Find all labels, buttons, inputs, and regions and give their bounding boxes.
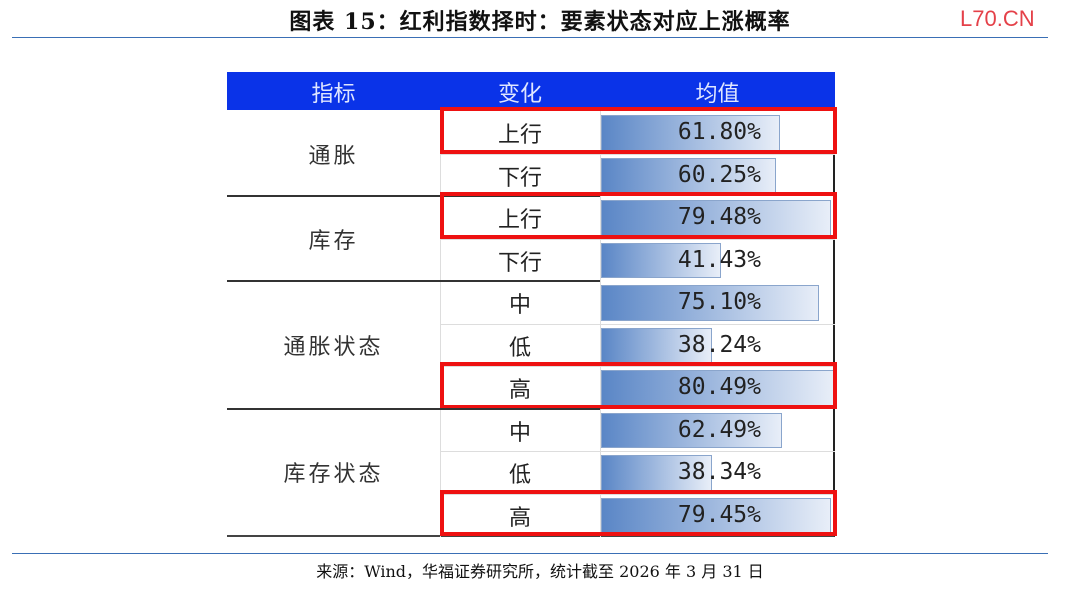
group-label: 库存 xyxy=(308,228,359,254)
value-cell: 41.43% xyxy=(677,246,761,273)
value-bar xyxy=(601,497,832,533)
value-cell: 60.25% xyxy=(677,161,761,188)
group-divider xyxy=(227,195,600,197)
header-indicator: 指标 xyxy=(311,82,356,107)
value-cell: 79.48% xyxy=(677,204,761,230)
value-bar xyxy=(601,157,776,193)
value-bar xyxy=(601,115,781,151)
row-divider xyxy=(440,153,835,155)
value-bar xyxy=(601,412,783,448)
source-note: 来源：Wind，华福证券研究所，统计截至 2026 年 3 月 31 日 xyxy=(316,562,764,581)
table-header: 指标 变化 均值 xyxy=(227,72,835,110)
group-label: 通胀 xyxy=(308,143,359,169)
group-label: 库存状态 xyxy=(283,462,384,488)
value-cell: 62.49% xyxy=(677,416,761,443)
change-cell: 低 xyxy=(508,335,531,361)
figure-title: 图表 15：红利指数择时：要素状态对应上涨概率 xyxy=(289,9,791,35)
group-divider xyxy=(227,280,600,282)
row-divider xyxy=(440,238,835,240)
value-bar xyxy=(601,200,832,236)
value-cell: 61.80% xyxy=(677,119,761,145)
row-divider xyxy=(440,366,835,367)
highlight-box xyxy=(440,489,837,536)
top-divider xyxy=(12,37,1048,38)
change-cell: 高 xyxy=(508,378,531,403)
row-divider xyxy=(440,451,835,452)
change-cell: 上行 xyxy=(497,208,542,233)
highlight-box xyxy=(440,107,837,154)
highlight-box xyxy=(440,192,837,239)
group-label: 通胀状态 xyxy=(283,334,384,360)
row-divider xyxy=(440,323,835,325)
change-cell: 下行 xyxy=(497,250,542,276)
change-cell: 低 xyxy=(508,463,531,488)
change-cell: 中 xyxy=(508,293,531,318)
row-divider xyxy=(440,493,835,495)
highlight-box xyxy=(440,362,837,409)
change-cell: 高 xyxy=(508,505,531,531)
data-table: 指标 变化 均值 通胀 上行 61.80% 下行 60.25% 库存 上行 79.48% 下行 4… xyxy=(227,72,837,537)
value-cell: 80.49% xyxy=(677,374,761,400)
value-cell: 79.45% xyxy=(677,501,761,528)
group-divider xyxy=(227,407,600,410)
bottom-divider xyxy=(12,553,1048,554)
value-cell: 38.24% xyxy=(677,331,761,358)
value-cell: 75.10% xyxy=(677,289,761,315)
header-change: 变化 xyxy=(497,82,542,107)
change-cell: 上行 xyxy=(497,123,542,148)
header-mean: 均值 xyxy=(695,82,740,107)
value-bar xyxy=(601,285,819,321)
value-bar xyxy=(601,242,722,278)
change-cell: 下行 xyxy=(497,165,542,191)
value-cell: 38.34% xyxy=(677,459,761,485)
change-cell: 中 xyxy=(508,420,531,446)
value-bar xyxy=(601,327,712,363)
watermark: L70.CN xyxy=(960,6,1035,31)
